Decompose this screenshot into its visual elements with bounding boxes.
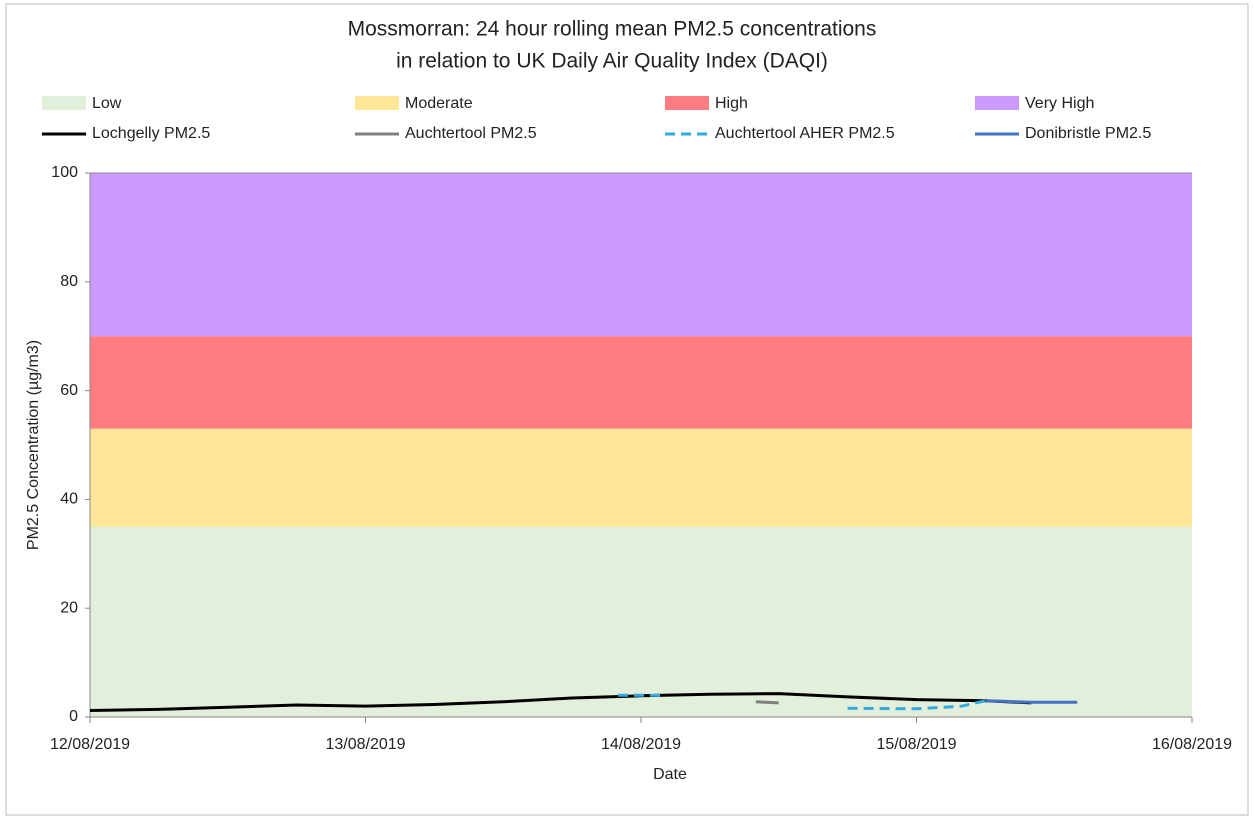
series-line [985, 699, 1078, 704]
y-tick-label: 60 [60, 382, 78, 399]
chart-title: Mossmorran: 24 hour rolling mean PM2.5 c… [348, 18, 877, 41]
x-tick-label: 14/08/2019 [601, 736, 681, 753]
chart-title: in relation to UK Daily Air Quality Inde… [396, 50, 828, 73]
x-axis-label: Date [653, 766, 687, 783]
y-tick-label: 0 [69, 708, 78, 725]
legend-label: Low [92, 95, 122, 112]
legend-label: High [715, 95, 748, 112]
x-tick-label: 16/08/2019 [1152, 736, 1232, 753]
series-line [89, 692, 1032, 712]
band [90, 173, 1192, 337]
legend-swatch [665, 96, 709, 110]
x-tick-label: 15/08/2019 [876, 736, 956, 753]
x-tick-label: 12/08/2019 [50, 736, 130, 753]
series-line [618, 693, 986, 711]
legend-label: Donibristle PM2.5 [1025, 125, 1151, 142]
legend-label: Moderate [405, 95, 473, 112]
y-tick-label: 20 [60, 599, 78, 616]
legend-label: Auchtertool AHER PM2.5 [715, 125, 895, 142]
y-tick-label: 80 [60, 273, 78, 290]
x-tick-label: 13/08/2019 [325, 736, 405, 753]
legend-swatch [975, 96, 1019, 110]
y-tick-label: 40 [60, 491, 78, 508]
band [90, 428, 1192, 527]
legend-label: Auchtertool PM2.5 [405, 125, 537, 142]
legend-swatch [42, 96, 86, 110]
y-axis-label: PM2.5 Concentration (µg/m3) [25, 340, 42, 550]
band [90, 336, 1192, 429]
band [90, 526, 1192, 717]
legend-label: Very High [1025, 95, 1094, 112]
y-tick-label: 100 [51, 164, 78, 181]
legend-label: Lochgelly PM2.5 [92, 125, 210, 142]
legend-swatch [355, 96, 399, 110]
